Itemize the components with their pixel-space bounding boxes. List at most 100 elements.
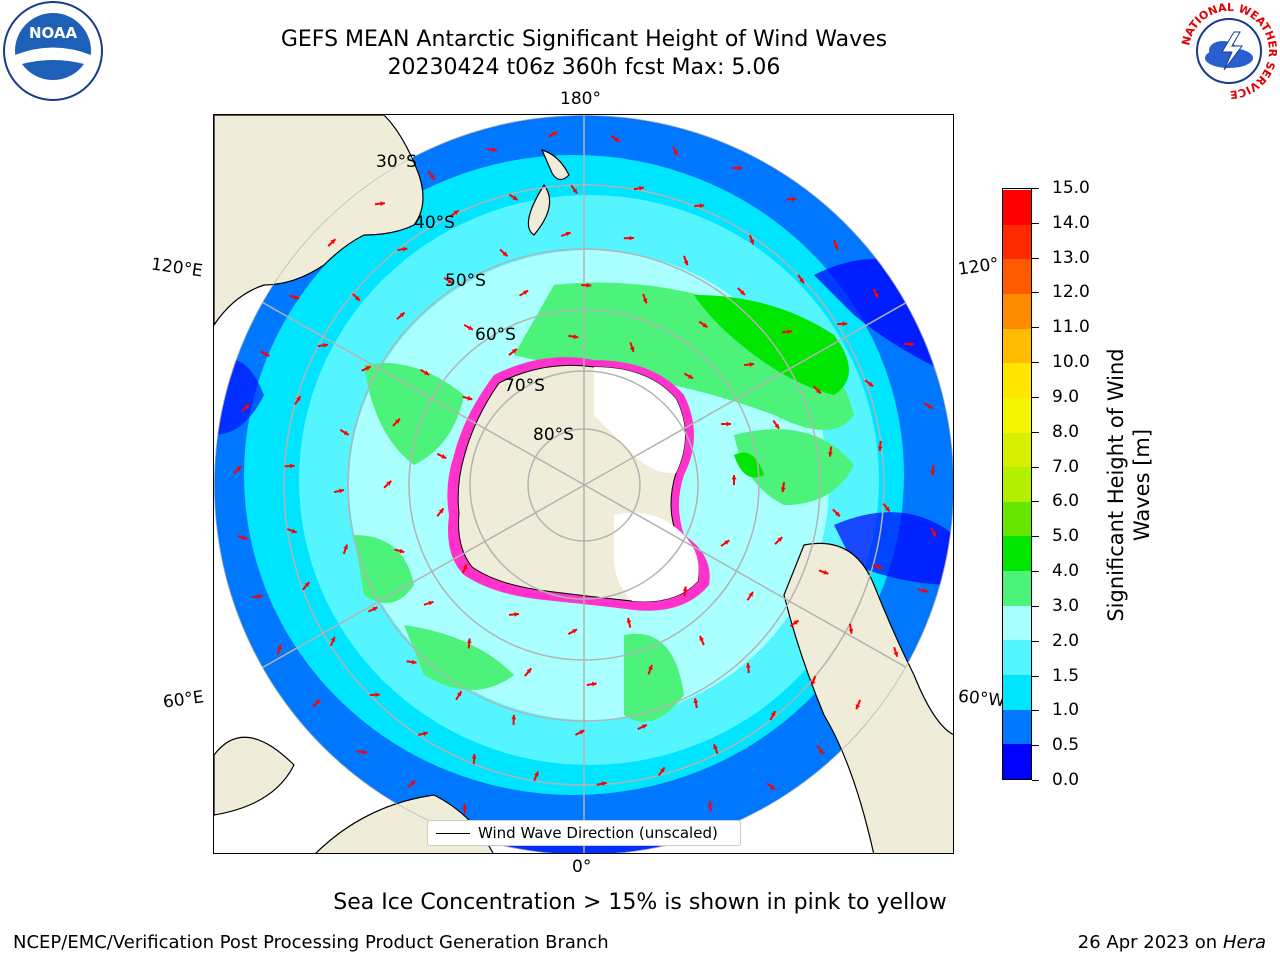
colorbar-tick-mark (1032, 257, 1039, 259)
colorbar-tick-mark (1032, 675, 1039, 677)
wave-arrow-head (330, 636, 336, 642)
wave-arrow-head (724, 540, 730, 545)
wave-arrow-head (579, 730, 585, 735)
colorbar-tick-label: 11.0 (1052, 317, 1090, 338)
wind-wave-direction-arrows (233, 131, 937, 815)
wave-arrow-head (315, 699, 321, 705)
lat-label-70s: 70°S (504, 376, 545, 396)
wave-arrow-head (629, 235, 634, 241)
wave-arrow-head (683, 260, 689, 266)
wave-arrow-head (526, 668, 532, 674)
wave-arrow-head (688, 374, 694, 379)
colorbar-tick-label: 8.0 (1052, 421, 1080, 442)
wave-arrow-head (592, 681, 597, 687)
wave-arrow-head (673, 150, 678, 156)
lon-label-upper-right: 120° (956, 254, 1001, 280)
nws-logo-icon: NATIONAL WEATHER SERVICE (1179, 1, 1279, 101)
wave-arrow-head (462, 804, 468, 809)
colorbar-tick-label: 10.0 (1052, 352, 1090, 373)
wave-arrow-head (264, 351, 270, 357)
footer-date: 26 Apr 2023 on Hera (1078, 932, 1266, 953)
wave-arrow-head (552, 131, 558, 137)
wave-arrow-head (453, 210, 459, 216)
wave-arrow-head (471, 754, 477, 759)
wave-arrow-head (572, 629, 578, 634)
wave-arrow-head (277, 644, 282, 650)
legend-line-sample (436, 833, 470, 834)
colorbar-segment (1003, 674, 1031, 710)
wave-arrow-head (893, 651, 899, 657)
wave-arrow-head (429, 174, 435, 180)
wave-arrow-head (642, 298, 648, 304)
colorbar-segment (1003, 639, 1031, 676)
wave-arrow-head (365, 366, 371, 371)
new-zealand-south-land (527, 183, 551, 236)
map-panel: 30°S 40°S 50°S 60°S 70°S 80°S Wind Wave … (213, 114, 954, 854)
colorbar-tick-mark (1032, 222, 1039, 224)
wave-arrow-head (330, 239, 336, 244)
colorbar-segment (1003, 570, 1031, 606)
colorbar-segment (1003, 189, 1031, 225)
map-legend: Wind Wave Direction (unscaled) (427, 820, 741, 846)
wave-arrow-head (833, 244, 839, 250)
wave-arrow-head (749, 362, 755, 367)
wave-arrow-head (769, 784, 775, 790)
wave-arrow-head (931, 531, 937, 537)
colorbar-tick-mark (1032, 780, 1039, 781)
noaa-logo-text: NOAA (29, 24, 78, 42)
colorbar-tick-mark (1032, 466, 1039, 468)
colorbar-tick-label: 2.0 (1052, 630, 1080, 651)
colorbar-tick-mark (1032, 571, 1039, 573)
colorbar-tick-label: 3.0 (1052, 595, 1080, 616)
wave-arrow-head (428, 600, 434, 606)
wave-arrow-head (726, 421, 732, 427)
colorbar-tick-label: 15.0 (1052, 178, 1090, 198)
colorbar-tick-mark (1032, 188, 1039, 189)
wave-arrow-head (573, 334, 579, 340)
wave-arrow-head (423, 731, 428, 737)
wave-arrow-head (702, 322, 708, 328)
wave-arrow-head (441, 454, 447, 459)
wave-arrow-head (294, 294, 300, 300)
australia-land (214, 115, 424, 327)
wave-arrow-head (304, 582, 310, 587)
colorbar-tick-mark (1032, 362, 1039, 364)
wave-arrow-head (816, 388, 821, 394)
sea-ice-note: Sea Ice Concentration > 15% is shown in … (333, 890, 947, 915)
colorbar-segment (1003, 432, 1031, 468)
wave-arrow-head (492, 147, 497, 153)
colorbar-segment (1003, 224, 1031, 260)
wave-arrow-head (884, 506, 890, 512)
wave-arrow-head (512, 195, 518, 200)
wave-arrow-head (466, 638, 472, 644)
legend-label: Wind Wave Direction (unscaled) (478, 824, 718, 842)
colorbar-tick-label: 1.0 (1052, 700, 1080, 721)
wave-arrow-head (386, 480, 392, 486)
polar-map (214, 115, 953, 853)
wave-arrow-head (565, 231, 571, 237)
wave-arrow-head (749, 239, 755, 245)
wave-arrow-head (823, 570, 829, 575)
colorbar-tick-mark (1032, 501, 1039, 503)
wave-arrow-head (639, 185, 644, 191)
wave-arrow-head (777, 537, 783, 542)
wave-arrow-head (523, 290, 529, 295)
colorbar-segment (1003, 328, 1031, 364)
wave-arrow-head (462, 564, 468, 570)
wave-arrow-head (511, 348, 517, 354)
wave-arrow-head (323, 342, 328, 348)
colorbar-tick-label: 4.0 (1052, 561, 1080, 582)
colorbar-tick-label: 5.0 (1052, 526, 1080, 547)
colorbar-tick-label: 0.5 (1052, 735, 1080, 756)
colorbar-segment (1003, 362, 1031, 398)
wave-arrow-head (699, 635, 704, 641)
wave-arrow-head (339, 488, 344, 494)
lat-label-60s: 60°S (475, 325, 516, 345)
wave-arrow-head (818, 749, 824, 755)
colorbar-tick-label: 6.0 (1052, 491, 1080, 512)
wave-arrow-head (641, 724, 647, 729)
wave-arrow-head (362, 749, 367, 755)
wave-arrow-head (731, 475, 737, 480)
wave-arrow-head (780, 487, 786, 493)
colorbar-tick-mark (1032, 745, 1039, 747)
